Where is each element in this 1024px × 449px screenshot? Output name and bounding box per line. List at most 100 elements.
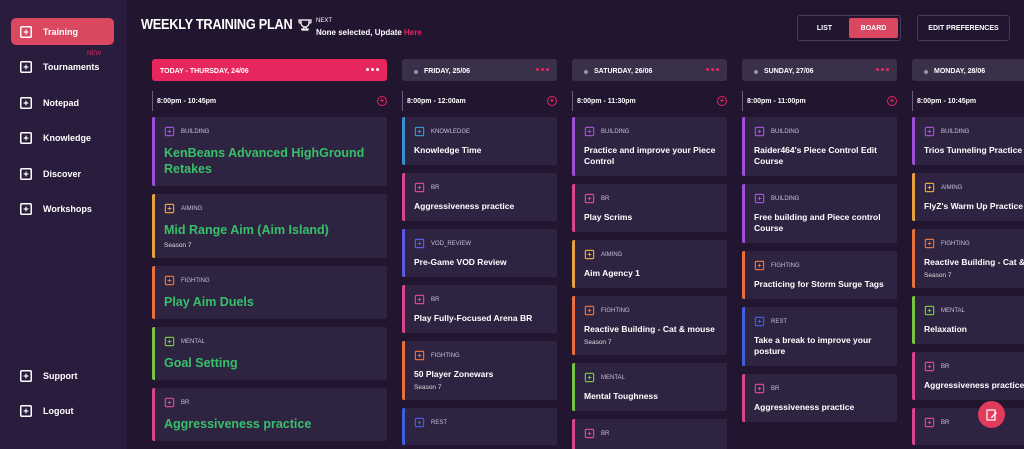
task-card[interactable]: BUILDING Practice and improve your Piece … [572, 117, 727, 176]
category-label: BR [771, 385, 780, 392]
category: FIGHTING [584, 305, 717, 316]
time-row: 8:00pm - 11:30pm + [572, 91, 727, 111]
task-card[interactable]: AIMING Mid Range Aim (Aim Island) Season 7 [152, 194, 387, 258]
task-card[interactable]: MENTAL Mental Toughness [572, 363, 727, 411]
task-card[interactable]: MENTAL Goal Setting [152, 327, 387, 380]
category-label: AIMING [941, 184, 963, 191]
next-text: None selected, Update Here [316, 28, 422, 37]
category-label: FIGHTING [181, 277, 210, 284]
icon [924, 305, 935, 316]
task-card[interactable]: BR Aggressiveness practice [742, 374, 897, 422]
bullet [924, 69, 928, 74]
task-card[interactable]: FIGHTING Practicing for Storm Surge Tags [742, 251, 897, 299]
task-card[interactable]: BR [912, 408, 1024, 445]
notes-button[interactable] [978, 401, 1005, 428]
nav-item[interactable]: Workshops [11, 196, 114, 223]
task-card[interactable]: BR [572, 419, 727, 449]
task-title: 50 Player Zonewars [414, 369, 494, 379]
menu-dots[interactable] [536, 68, 549, 71]
bullet [754, 69, 758, 74]
task-title: Play Scrims [584, 212, 633, 222]
category-label: BUILDING [771, 128, 800, 135]
nav-label: Support [43, 370, 78, 381]
category-label: BR [601, 195, 610, 202]
task-card[interactable]: AIMING FlyZ's Warm Up Practice [912, 173, 1024, 221]
nav-item[interactable]: Support [11, 362, 114, 389]
icon [19, 202, 33, 216]
task-card[interactable]: FIGHTING 50 Player Zonewars Season 7 [402, 341, 557, 400]
task-title: Aim Agency 1 [584, 268, 640, 278]
task-card[interactable]: KNOWLEDGE Knowledge Time [402, 117, 557, 165]
task-card[interactable]: BR Play Scrims [572, 184, 727, 232]
task-card[interactable]: BUILDING Free building and Piece control … [742, 184, 897, 243]
task-subtitle: Season 7 [584, 339, 612, 346]
icon [754, 126, 765, 137]
nav-label: Knowledge [43, 133, 92, 143]
task-title: FlyZ's Warm Up Practice [924, 201, 1024, 211]
nav-item[interactable]: Logout [11, 398, 114, 425]
day-header: FRIDAY, 25/06 [402, 59, 557, 81]
task-card[interactable]: BR Aggressiveness practice [152, 388, 387, 441]
task-card[interactable]: BR Aggressiveness practice [912, 352, 1024, 400]
task-card[interactable]: FIGHTING Reactive Building - Cat & mouse S… [572, 296, 727, 355]
nav-item[interactable]: Training [11, 18, 114, 45]
task-card[interactable]: AIMING Aim Agency 1 [572, 240, 727, 288]
nav-item[interactable]: Discover [11, 160, 114, 187]
task-title: Free building and Piece control Course [754, 212, 881, 233]
task-card[interactable]: FIGHTING Play Aim Duels [152, 266, 387, 319]
nav-item[interactable]: Notepad [11, 89, 114, 116]
menu-dots[interactable] [366, 68, 379, 71]
category: BR [414, 182, 547, 193]
day-column: MONDAY, 28/06 8:00pm - 10:45pm+ BUILDING Tr… [912, 59, 1024, 445]
add-button[interactable]: + [377, 96, 387, 106]
category-label: BUILDING [181, 128, 210, 135]
task-card[interactable]: BUILDING KenBeans Advanced HighGround Ret… [152, 117, 387, 186]
task-card[interactable]: VOD_REVIEW Pre-Game VOD Review [402, 229, 557, 277]
task-card[interactable]: FIGHTING Reactive Building - Cat & mouse S… [912, 229, 1024, 288]
task-card[interactable]: BUILDING Trios Tunneling Practice [912, 117, 1024, 165]
icon [924, 417, 935, 428]
task-card[interactable]: REST Take a break to improve your posture [742, 307, 897, 366]
category-label: MENTAL [941, 307, 965, 314]
category: BR [414, 294, 547, 305]
nav-item[interactable]: Tournaments NEW [11, 51, 114, 81]
next-label: NEXT [316, 18, 333, 24]
task-card[interactable]: REST [402, 408, 557, 445]
time-row: 8:00pm - 10:45pm+ [912, 91, 1024, 111]
task-card[interactable]: BUILDING Raider464's Piece Control Edit C… [742, 117, 897, 176]
view-toggle: LIST BOARD [797, 15, 901, 41]
task-title: Relaxation [924, 324, 967, 334]
task-card[interactable]: BR Aggressiveness practice [402, 173, 557, 221]
nav-label: Workshops [43, 204, 92, 214]
category: BUILDING [164, 126, 377, 137]
menu-dots[interactable] [706, 68, 719, 71]
task-title: Pre-Game VOD Review [414, 257, 507, 267]
task-card[interactable]: BR Play Fully-Focused Arena BR [402, 285, 557, 333]
icon [584, 372, 595, 383]
category-label: BR [431, 296, 440, 303]
menu-dots[interactable] [876, 68, 889, 71]
add-button[interactable]: + [547, 96, 557, 106]
add-button[interactable]: + [717, 96, 727, 106]
day-column: SATURDAY, 26/06 8:00pm - 11:30pm + BUILDING… [572, 59, 727, 449]
time-row: 8:00pm - 11:00pm + [742, 91, 897, 111]
add-button[interactable]: + [887, 96, 897, 106]
category: REST [414, 417, 547, 428]
category-label: AIMING [601, 251, 623, 258]
icon [584, 305, 595, 316]
category: BR [924, 417, 1024, 428]
category-label: BUILDING [601, 128, 630, 135]
task-title: Take a break to improve your posture [754, 335, 872, 356]
category: MENTAL [164, 336, 377, 347]
trophy-icon [298, 19, 312, 31]
icon [414, 294, 425, 305]
update-link[interactable]: Here [404, 28, 422, 37]
category: BUILDING [754, 126, 887, 137]
time-label: 8:00pm - 10:45pm [157, 97, 217, 105]
task-card[interactable]: MENTAL Relaxation [912, 296, 1024, 344]
nav-item[interactable]: Knowledge [11, 125, 114, 152]
view-option[interactable]: BOARD [849, 18, 898, 38]
edit-preferences-button[interactable]: EDIT PREFERENCES [917, 15, 1010, 41]
view-option[interactable]: LIST [816, 24, 833, 32]
